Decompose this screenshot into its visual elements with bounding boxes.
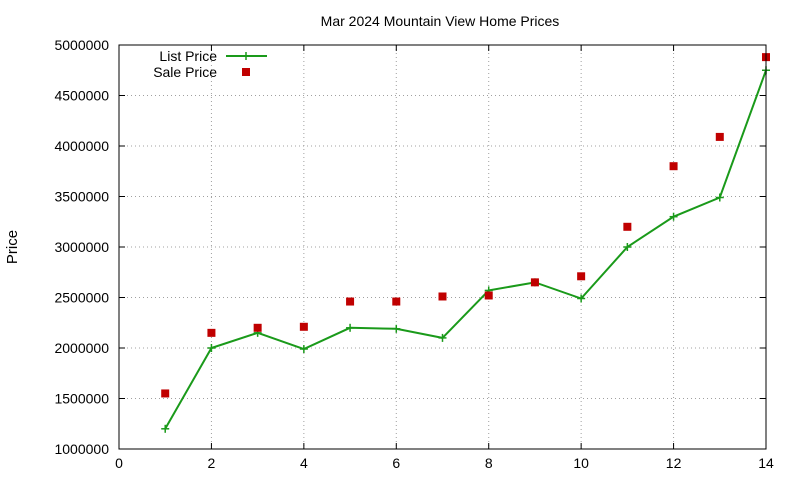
sale-price-point bbox=[392, 297, 401, 306]
y-tick-label: 3500000 bbox=[54, 189, 109, 205]
list-price-point bbox=[715, 193, 724, 202]
x-tick-label: 12 bbox=[666, 455, 682, 471]
list-price-point bbox=[669, 212, 678, 221]
list-price-point bbox=[161, 424, 170, 433]
sale-price-point bbox=[715, 132, 724, 141]
y-tick-label: 4500000 bbox=[54, 88, 109, 104]
sale-price-point bbox=[438, 292, 447, 301]
legend-plus-swatch bbox=[242, 52, 250, 60]
chart-title: Mar 2024 Mountain View Home Prices bbox=[321, 13, 560, 29]
sale-price-point bbox=[161, 389, 170, 398]
y-tick-label: 3000000 bbox=[54, 239, 109, 255]
x-tick-label: 14 bbox=[758, 455, 774, 471]
y-tick-label: 4000000 bbox=[54, 138, 109, 154]
series-list-price bbox=[161, 66, 770, 433]
list-price-point bbox=[392, 324, 401, 333]
sale-price-point bbox=[623, 222, 632, 231]
y-tick-label: 1000000 bbox=[54, 441, 109, 457]
grid bbox=[119, 45, 766, 449]
sale-price-point bbox=[484, 291, 493, 300]
x-tick-label: 10 bbox=[573, 455, 589, 471]
y-tick-label: 2000000 bbox=[54, 340, 109, 356]
list-price-line bbox=[164, 69, 767, 430]
tick-labels: 0 2 4 6 8 10 12 14 1000000 1500000 2000000 2500000 3… bbox=[54, 37, 774, 471]
sale-price-point bbox=[530, 278, 539, 287]
sale-price-point bbox=[253, 323, 262, 332]
series-layer bbox=[161, 53, 770, 433]
y-tick-label: 2500000 bbox=[54, 290, 109, 306]
axis-ticks bbox=[118, 44, 767, 450]
series-sale-price bbox=[161, 53, 770, 398]
x-tick-label: 4 bbox=[300, 455, 308, 471]
sale-price-point bbox=[577, 272, 586, 281]
sale-price-point bbox=[669, 162, 678, 171]
y-tick-label: 5000000 bbox=[54, 37, 109, 53]
list-price-point bbox=[299, 345, 308, 354]
sale-price-point bbox=[299, 322, 308, 331]
list-price-point bbox=[346, 323, 355, 332]
y-axis-title: Price bbox=[4, 230, 21, 264]
sale-price-point bbox=[346, 297, 355, 306]
legend-label: Sale Price bbox=[153, 64, 217, 80]
list-price-point bbox=[438, 333, 447, 342]
x-tick-label: 8 bbox=[485, 455, 493, 471]
list-price-point bbox=[207, 344, 216, 352]
x-tick-label: 6 bbox=[392, 455, 400, 471]
plot-frame bbox=[118, 44, 767, 450]
y-tick-label: 1500000 bbox=[54, 391, 109, 407]
legend-square-swatch bbox=[242, 68, 250, 76]
sale-price-point bbox=[207, 328, 216, 337]
legend-label: List Price bbox=[159, 48, 217, 64]
list-price-point bbox=[623, 243, 632, 251]
list-price-point bbox=[577, 294, 586, 303]
x-tick-label: 2 bbox=[208, 455, 216, 471]
x-tick-label: 0 bbox=[115, 455, 123, 471]
